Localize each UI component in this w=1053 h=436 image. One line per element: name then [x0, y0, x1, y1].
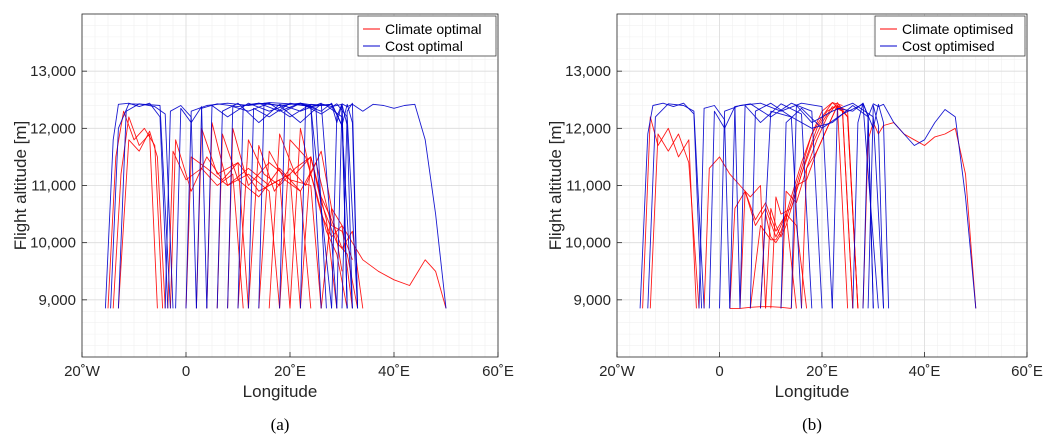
trajectory-line	[729, 190, 797, 309]
trajectory-line	[107, 110, 164, 309]
y-tick-label: 10,000	[565, 235, 611, 252]
trajectory-line	[279, 102, 348, 309]
trajectory-line	[801, 105, 859, 309]
trajectory-line	[110, 103, 171, 309]
trajectory-line	[862, 103, 977, 309]
trajectory-line	[639, 102, 703, 309]
y-tick-label: 11,000	[566, 178, 611, 195]
trajectory-line	[320, 207, 447, 309]
y-axis-label: Flight altitude [m]	[11, 121, 30, 250]
y-tick-label: 12,000	[565, 120, 611, 137]
trajectory-line	[104, 102, 169, 309]
chart-panel-a: 20˚W 0 20˚E 40˚E 60˚E 9,000 10,000 11,000 12,000…	[11, 13, 514, 434]
x-tick-label: 20˚E	[806, 363, 838, 380]
trajectory-line	[258, 102, 348, 309]
x-axis-label: Longitude	[775, 382, 850, 401]
legend-box	[357, 15, 497, 57]
legend-label: Cost optimal	[385, 38, 463, 54]
trajectory-line	[719, 102, 833, 309]
x-tick-label: 40˚E	[378, 363, 410, 380]
legend-label: Cost optimised	[902, 38, 995, 54]
y-axis-label: Flight altitude [m]	[546, 121, 565, 250]
trajectory-line	[760, 105, 874, 309]
chart-panel-b: 20˚W 0 20˚E 40˚E 60˚E 9,000 10,000 11,000 12,000…	[546, 13, 1043, 434]
trajectory-line	[164, 105, 197, 309]
trajectory-line	[299, 102, 359, 309]
x-tick-label: 60˚E	[1011, 363, 1043, 380]
trajectory-line	[299, 156, 364, 309]
y-tick-label: 13,000	[565, 63, 611, 80]
x-tick-label: 20˚E	[274, 363, 306, 380]
y-tick-label: 10,000	[30, 235, 76, 252]
trajectory-line	[649, 133, 700, 309]
trajectory-line	[227, 102, 348, 309]
trajectory-line	[336, 103, 353, 309]
trajectory-line	[279, 139, 348, 309]
trajectory-line	[642, 116, 697, 309]
trajectory-line	[117, 103, 174, 309]
x-tick-label: 60˚E	[482, 363, 514, 380]
y-tick-label: 9,000	[38, 292, 76, 309]
y-tick-label: 13,000	[30, 63, 76, 80]
trajectory-line	[117, 130, 166, 309]
trajectory-line	[258, 150, 353, 309]
trajectory-line	[852, 102, 874, 309]
trajectory-line	[703, 156, 767, 309]
trajectory-line	[698, 105, 731, 309]
series-cost	[639, 102, 977, 309]
panel-label: (a)	[271, 415, 290, 434]
series-cost	[104, 102, 447, 309]
trajectory-line	[647, 103, 705, 309]
x-axis-label: Longitude	[243, 382, 318, 401]
trajectory-line	[227, 127, 322, 309]
x-tick-label: 20˚W	[599, 363, 636, 380]
x-tick-label: 0	[182, 363, 190, 380]
trajectory-line	[341, 102, 359, 309]
trajectory-line	[112, 116, 158, 309]
legend-box	[874, 15, 1026, 57]
y-tick-label: 12,000	[30, 120, 76, 137]
panel-label: (b)	[802, 415, 822, 434]
legend-label: Climate optimal	[385, 21, 481, 37]
trajectory-line	[331, 103, 447, 309]
x-tick-label: 40˚E	[909, 363, 941, 380]
x-tick-label: 0	[715, 363, 723, 380]
y-tick-label: 11,000	[31, 178, 76, 195]
y-tick-label: 9,000	[573, 292, 611, 309]
legend-label: Climate optimised	[902, 21, 1013, 37]
x-tick-label: 20˚W	[64, 363, 101, 380]
